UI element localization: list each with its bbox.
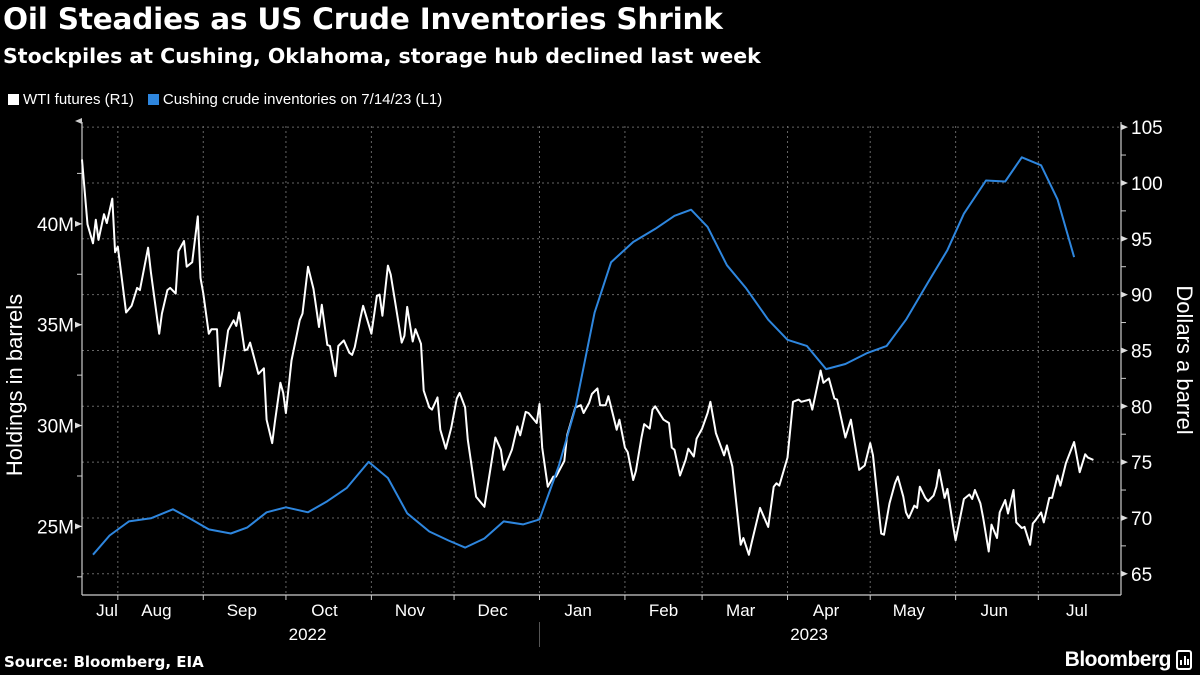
logo-bar xyxy=(1187,659,1189,665)
y-axis-left-label: Holdings in barrels xyxy=(2,294,27,476)
y-left-tick-marker xyxy=(75,523,82,530)
y-right-tick-label: 80 xyxy=(1131,397,1152,418)
bloomberg-logo: Bloomberg xyxy=(1065,648,1192,672)
bloomberg-chart-icon xyxy=(1176,650,1192,670)
y-right-tick-label: 90 xyxy=(1131,286,1152,307)
x-year-label: 2022 xyxy=(289,625,327,644)
y-right-tick-marker xyxy=(1121,347,1128,354)
y-left-tick-marker xyxy=(75,321,82,328)
y-right-tick-label: 65 xyxy=(1131,565,1152,586)
axes: 25M 30M 35M 40M 65 70 75 80 85 90 95 100 105 Jul Aug Se… xyxy=(37,118,1163,647)
y-right-tick-label: 85 xyxy=(1131,341,1152,362)
x-tick-label: Jul xyxy=(1066,601,1088,620)
y-right-tick-label: 105 xyxy=(1131,118,1163,139)
y-left-tick-marker xyxy=(75,422,82,429)
x-tick-label: May xyxy=(893,601,926,620)
y-left-tick-label: 25M xyxy=(37,517,74,538)
legend-item-cushing: Cushing crude inventories on 7/14/23 (L1… xyxy=(147,91,443,108)
x-tick-label: Jan xyxy=(564,601,591,620)
y-right-tick-label: 100 xyxy=(1131,174,1163,195)
y-right-tick-marker xyxy=(1121,124,1128,131)
x-tick-label: Apr xyxy=(813,601,840,620)
x-tick-label: Nov xyxy=(395,601,426,620)
y-right-tick-label: 75 xyxy=(1131,453,1152,474)
series-lines xyxy=(81,156,1094,556)
x-tick-label: Oct xyxy=(311,601,338,620)
logo-wordmark: Bloomberg xyxy=(1064,648,1172,671)
y-right-tick-marker xyxy=(1121,291,1128,298)
logo-bar xyxy=(1180,660,1182,665)
y-left-tick-label: 35M xyxy=(37,316,74,337)
y-left-tick-label: 40M xyxy=(37,215,74,236)
x-tick-label: Dec xyxy=(478,601,509,620)
legend-swatch-wti xyxy=(8,94,19,105)
legend: WTI futures (R1) Cushing crude inventori… xyxy=(8,91,442,108)
legend-label-cushing: Cushing crude inventories on 7/14/23 (L1… xyxy=(162,91,443,108)
y-right-tick-marker xyxy=(1121,459,1128,466)
source-note: Source: Bloomberg, EIA xyxy=(4,653,204,671)
y-right-tick-label: 70 xyxy=(1131,509,1152,530)
y-axis-right-label: Dollars a barrel xyxy=(1172,285,1197,434)
y-left-tick-marker xyxy=(75,220,82,227)
logo-bar xyxy=(1183,656,1186,665)
x-tick-label: Sep xyxy=(227,601,257,620)
chart-subtitle: Stockpiles at Cushing, Oklahoma, storage… xyxy=(3,44,761,68)
x-tick-label: Aug xyxy=(141,601,171,620)
y-right-tick-marker xyxy=(1121,235,1128,242)
y-right-tick-marker xyxy=(1121,570,1128,577)
y-right-tick-marker xyxy=(1121,179,1128,186)
legend-swatch-cushing xyxy=(147,94,159,105)
legend-item-wti: WTI futures (R1) xyxy=(8,91,134,108)
chart-title: Oil Steadies as US Crude Inventories Shr… xyxy=(3,2,723,36)
y-right-tick-label: 95 xyxy=(1131,230,1152,251)
legend-label-wti: WTI futures (R1) xyxy=(23,91,134,108)
y-axis-left-arrow xyxy=(75,118,82,124)
x-tick-label: Jul xyxy=(96,601,118,620)
y-right-tick-marker xyxy=(1121,403,1128,410)
series-line-wti xyxy=(81,159,1094,556)
y-left-tick-label: 30M xyxy=(37,417,74,438)
x-tick-label: Mar xyxy=(726,601,756,620)
gridlines xyxy=(82,126,1121,595)
x-year-label: 2023 xyxy=(790,625,828,644)
y-right-tick-marker xyxy=(1121,514,1128,521)
series-line-cushing xyxy=(92,156,1076,556)
x-tick-label: Feb xyxy=(649,601,678,620)
x-tick-label: Jun xyxy=(981,601,1008,620)
